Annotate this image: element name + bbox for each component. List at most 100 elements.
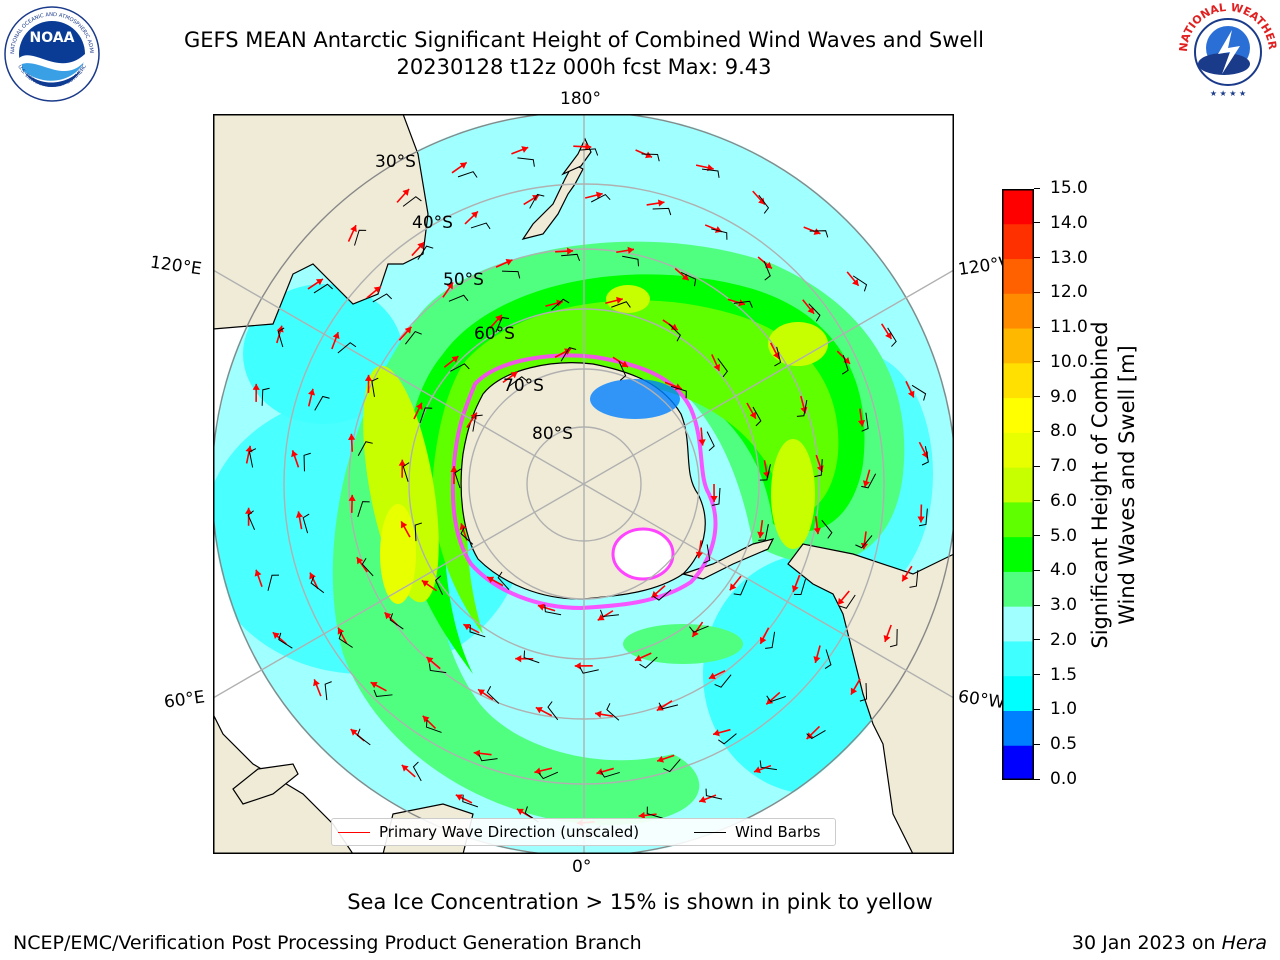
wind-barb bbox=[560, 347, 577, 362]
colorbar-segment bbox=[1002, 640, 1034, 677]
wind-barb bbox=[909, 570, 919, 588]
wind-barb bbox=[859, 683, 868, 702]
wind-barb bbox=[579, 666, 599, 674]
wind-barb-swatch bbox=[694, 831, 726, 833]
wind-barb bbox=[855, 535, 873, 549]
colorbar-tick: 0.5 bbox=[1034, 734, 1077, 754]
colorbar-tick-label: 9.0 bbox=[1050, 386, 1078, 407]
wave-arrow-head bbox=[813, 527, 821, 535]
colorbar-tick: 1.0 bbox=[1034, 699, 1077, 719]
lon-label-bottom: 0° bbox=[572, 857, 592, 877]
wave-arrow-head bbox=[645, 151, 653, 159]
wave-arrow-head bbox=[348, 433, 356, 440]
wind-barb bbox=[796, 399, 808, 417]
wind-barb bbox=[774, 346, 782, 367]
wind-barb-label: Wind Barbs bbox=[735, 823, 821, 841]
map-frame bbox=[213, 114, 954, 854]
wave-arrow-head bbox=[426, 656, 434, 664]
colorbar-segment bbox=[1002, 223, 1034, 260]
wave-arrow-head bbox=[422, 715, 430, 723]
wave-arrow-head bbox=[627, 246, 635, 254]
wave-arrow-head bbox=[276, 325, 284, 333]
wind-barb bbox=[861, 412, 869, 432]
colorbar-tick-label: 12.0 bbox=[1050, 282, 1088, 303]
colorbar-tick-label: 0.5 bbox=[1050, 734, 1078, 755]
wave-arrow-head bbox=[621, 360, 629, 368]
map-panel: 30°S 40°S 50°S 60°S 70°S 80°S Primary Wa… bbox=[213, 114, 954, 854]
primary-wave-swatch bbox=[338, 831, 370, 833]
wind-barb bbox=[267, 574, 280, 591]
wave-arrow-head bbox=[473, 749, 481, 757]
wave-arrow-head bbox=[446, 282, 454, 290]
wind-barb bbox=[361, 557, 374, 577]
wave-arrow-head bbox=[337, 627, 345, 635]
wind-barb bbox=[314, 395, 330, 411]
wind-barb bbox=[419, 407, 433, 424]
wind-barb bbox=[808, 303, 821, 322]
colorbar-title-line1: Significant Height of Combined bbox=[1088, 321, 1112, 649]
wind-barb bbox=[824, 649, 832, 669]
wind-barb bbox=[809, 230, 829, 238]
wave-arrow-head bbox=[807, 306, 815, 314]
colorbar-tick: 0.0 bbox=[1034, 769, 1077, 789]
wave-arrow-head bbox=[404, 326, 412, 334]
wind-barb bbox=[839, 594, 856, 609]
wind-barb bbox=[861, 473, 877, 489]
wind-barb bbox=[766, 695, 786, 703]
colorbar-segment bbox=[1002, 745, 1034, 781]
wind-barb bbox=[547, 701, 559, 721]
colorbar bbox=[1002, 189, 1034, 781]
wave-arrow-head bbox=[373, 286, 381, 294]
wind-barb bbox=[889, 629, 898, 648]
wind-barb bbox=[402, 196, 422, 207]
noaa-logo: NOAA NATIONAL OCEANIC AND ATMOSPHERIC AD… bbox=[1, 2, 100, 102]
wind-barb bbox=[313, 283, 333, 294]
wave-arrow-head bbox=[421, 580, 429, 587]
wind-barb bbox=[356, 728, 371, 746]
wave-arrow-head bbox=[902, 574, 909, 582]
colorbar-tick-label: 1.0 bbox=[1050, 699, 1078, 720]
wind-barb bbox=[529, 193, 545, 209]
wind-barb bbox=[357, 441, 373, 457]
wind-barb bbox=[486, 686, 500, 704]
wind-barb bbox=[538, 771, 559, 780]
wave-arrow-head bbox=[356, 557, 364, 565]
lon-label-lower-left: 60°E bbox=[162, 687, 207, 713]
wind-barb bbox=[277, 327, 285, 348]
wave-arrow-head bbox=[245, 507, 253, 514]
wave-arrow-head bbox=[515, 655, 522, 663]
wind-barb bbox=[412, 761, 422, 782]
wind-barb bbox=[303, 452, 311, 472]
wind-barb bbox=[622, 255, 640, 267]
wave-arrow-head bbox=[415, 402, 423, 410]
wind-barb bbox=[457, 171, 478, 178]
wave-arrow-head bbox=[837, 597, 845, 605]
map-subtitle: 20230128 t12z 000h fcst Max: 9.43 bbox=[396, 55, 772, 79]
wave-arrow-head bbox=[487, 576, 495, 584]
wind-barb bbox=[758, 524, 769, 541]
wind-barb bbox=[478, 754, 498, 762]
wind-barb bbox=[711, 228, 728, 240]
colorbar-tick: 13.0 bbox=[1034, 248, 1088, 268]
lat-label-30s: 30°S bbox=[375, 152, 416, 172]
wind-barb bbox=[261, 387, 270, 406]
wave-arrow-head bbox=[398, 459, 406, 466]
wind-barb bbox=[639, 656, 658, 669]
footer-left: NCEP/EMC/Verification Post Processing Pr… bbox=[13, 932, 642, 954]
wind-barb bbox=[590, 193, 611, 203]
colorbar-title-line2: Wind Waves and Swell [m] bbox=[1115, 345, 1139, 625]
graticule bbox=[213, 114, 954, 854]
wind-barb bbox=[646, 806, 663, 819]
wind-barb bbox=[337, 342, 357, 354]
wind-barb bbox=[806, 730, 826, 740]
wind-barb bbox=[663, 759, 681, 773]
wind-barb bbox=[389, 613, 404, 630]
wind-barb bbox=[278, 632, 293, 649]
colorbar-tick-label: 5.0 bbox=[1050, 525, 1078, 546]
wave-arrow-head bbox=[451, 356, 459, 363]
wind-barb bbox=[450, 363, 470, 372]
wave-arrow-head bbox=[534, 767, 542, 775]
wave-arrow-head bbox=[401, 764, 409, 772]
wave-arrow-head bbox=[754, 766, 761, 774]
colorbar-tick: 14.0 bbox=[1034, 213, 1088, 233]
